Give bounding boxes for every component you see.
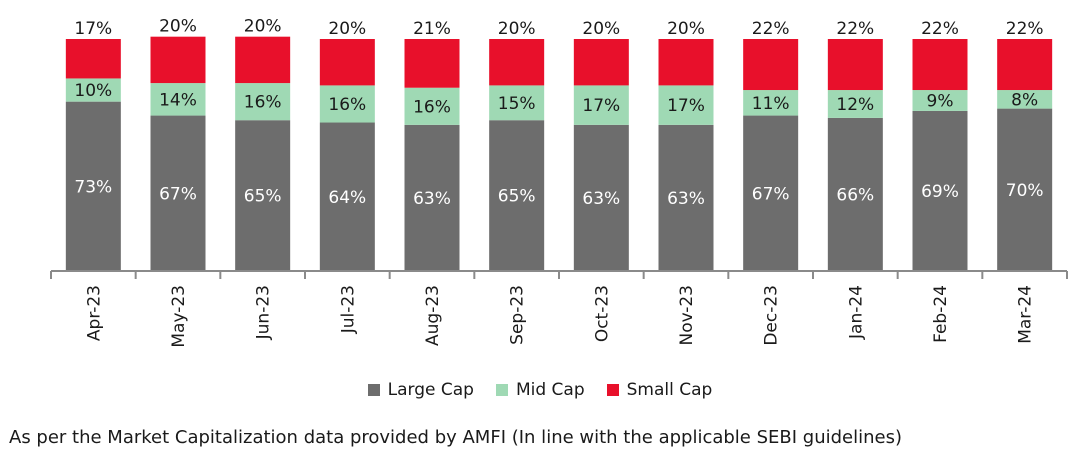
- data-label-small-cap: 21%: [413, 19, 451, 39]
- data-label-mid-cap: 14%: [159, 90, 197, 110]
- bar-segment-large-cap: [489, 120, 545, 271]
- legend-swatch-small-cap: [606, 384, 619, 396]
- x-tick-label: Oct-23: [592, 285, 612, 342]
- chart-legend: Large Cap Mid Cap Small Cap: [0, 380, 1080, 400]
- data-label-small-cap: 20%: [244, 17, 282, 37]
- legend-label-large-cap: Large Cap: [387, 380, 474, 400]
- data-label-large-cap: 70%: [1006, 181, 1044, 201]
- bar-segment-large-cap: [235, 120, 291, 271]
- data-label-large-cap: 63%: [667, 189, 705, 209]
- bar-segment-small-cap: [404, 39, 460, 88]
- bar-segment-mid-cap: [827, 90, 883, 118]
- data-label-large-cap: 65%: [498, 187, 536, 207]
- x-tick-label: Jan-24: [846, 285, 866, 340]
- data-label-large-cap: 63%: [413, 189, 451, 209]
- bar-segment-small-cap: [997, 39, 1053, 91]
- bar-segment-large-cap: [65, 101, 121, 271]
- stacked-bar-chart: 73% 10% 17% Apr-23 67% 14% 20% May-23 65% 16% 20% J…: [50, 17, 1068, 348]
- data-label-mid-cap: 15%: [498, 94, 536, 114]
- data-label-large-cap: 67%: [159, 184, 197, 204]
- data-label-mid-cap: 16%: [413, 97, 451, 117]
- data-label-large-cap: 63%: [582, 189, 620, 209]
- legend-label-small-cap: Small Cap: [626, 380, 713, 400]
- data-label-small-cap: 22%: [836, 19, 874, 39]
- x-tick-label: Jun-23: [254, 285, 274, 340]
- data-label-small-cap: 17%: [74, 19, 112, 39]
- x-tick-label: Jul-23: [338, 285, 358, 334]
- bar-segment-mid-cap: [404, 87, 460, 125]
- data-label-large-cap: 65%: [244, 187, 282, 207]
- data-label-large-cap: 73%: [74, 177, 112, 197]
- bar-segment-mid-cap: [912, 90, 968, 111]
- data-label-mid-cap: 10%: [74, 81, 112, 101]
- data-label-mid-cap: 16%: [244, 93, 282, 113]
- x-tick-label: Feb-24: [931, 285, 951, 343]
- data-label-mid-cap: 11%: [752, 94, 790, 114]
- bar-segment-large-cap: [573, 124, 629, 271]
- data-label-mid-cap: 12%: [836, 95, 874, 115]
- legend-swatch-mid-cap: [495, 384, 508, 396]
- data-label-mid-cap: 17%: [582, 96, 620, 116]
- bar-segment-small-cap: [65, 39, 121, 79]
- legend-item-mid-cap: Mid Cap: [495, 380, 585, 400]
- data-label-small-cap: 22%: [921, 19, 959, 39]
- bar-segment-mid-cap: [997, 90, 1053, 109]
- bar-segment-large-cap: [997, 108, 1053, 271]
- data-label-small-cap: 20%: [582, 19, 620, 39]
- data-label-small-cap: 20%: [667, 19, 705, 39]
- bar-segment-mid-cap: [319, 85, 375, 123]
- bar-segment-mid-cap: [658, 85, 714, 125]
- bar-segment-mid-cap: [65, 78, 121, 102]
- data-label-large-cap: 69%: [921, 182, 959, 202]
- bar-segment-large-cap: [150, 115, 206, 271]
- bar-segment-large-cap: [827, 117, 883, 271]
- data-label-mid-cap: 9%: [927, 91, 954, 111]
- data-label-small-cap: 20%: [328, 19, 366, 39]
- data-label-small-cap: 22%: [1006, 19, 1044, 39]
- legend-item-small-cap: Small Cap: [606, 380, 713, 400]
- data-label-small-cap: 20%: [498, 19, 536, 39]
- x-tick-label: Nov-23: [677, 285, 697, 346]
- bar-segment-large-cap: [912, 110, 968, 271]
- data-label-large-cap: 64%: [328, 188, 366, 208]
- bar-segment-large-cap: [743, 115, 799, 271]
- x-tick-label: Dec-23: [762, 285, 782, 346]
- data-label-mid-cap: 8%: [1011, 90, 1038, 110]
- data-label-large-cap: 67%: [752, 184, 790, 204]
- data-label-small-cap: 22%: [752, 19, 790, 39]
- data-label-mid-cap: 16%: [328, 95, 366, 115]
- bar-segment-small-cap: [658, 39, 714, 86]
- bar-segment-large-cap: [404, 124, 460, 271]
- x-tick-label: Apr-23: [84, 285, 104, 341]
- bar-segment-small-cap: [319, 39, 375, 86]
- bar-segment-small-cap: [489, 39, 545, 86]
- bar-segment-mid-cap: [743, 90, 799, 116]
- chart-footnote: As per the Market Capitalization data pr…: [9, 427, 902, 448]
- bar-segment-mid-cap: [573, 85, 629, 125]
- bar-segment-small-cap: [743, 39, 799, 91]
- x-tick-label: Aug-23: [423, 285, 443, 346]
- legend-label-mid-cap: Mid Cap: [515, 380, 585, 400]
- legend-swatch-large-cap: [367, 384, 380, 396]
- data-label-small-cap: 20%: [159, 17, 197, 37]
- bar-segment-small-cap: [235, 36, 291, 84]
- legend-item-large-cap: Large Cap: [367, 380, 474, 400]
- x-tick-label: Mar-24: [1016, 285, 1036, 344]
- x-tick-label: Sep-23: [508, 285, 528, 345]
- bar-segment-small-cap: [827, 39, 883, 91]
- bar-segment-mid-cap: [235, 83, 291, 121]
- bar-segment-mid-cap: [150, 83, 206, 116]
- bar-segment-small-cap: [912, 39, 968, 91]
- bar-segment-small-cap: [573, 39, 629, 86]
- x-tick-label: May-23: [169, 285, 189, 348]
- bar-segment-mid-cap: [489, 85, 545, 121]
- bar-segment-large-cap: [658, 124, 714, 271]
- data-label-mid-cap: 17%: [667, 96, 705, 116]
- bar-segment-large-cap: [319, 122, 375, 272]
- data-label-large-cap: 66%: [836, 185, 874, 205]
- bar-segment-small-cap: [150, 36, 206, 84]
